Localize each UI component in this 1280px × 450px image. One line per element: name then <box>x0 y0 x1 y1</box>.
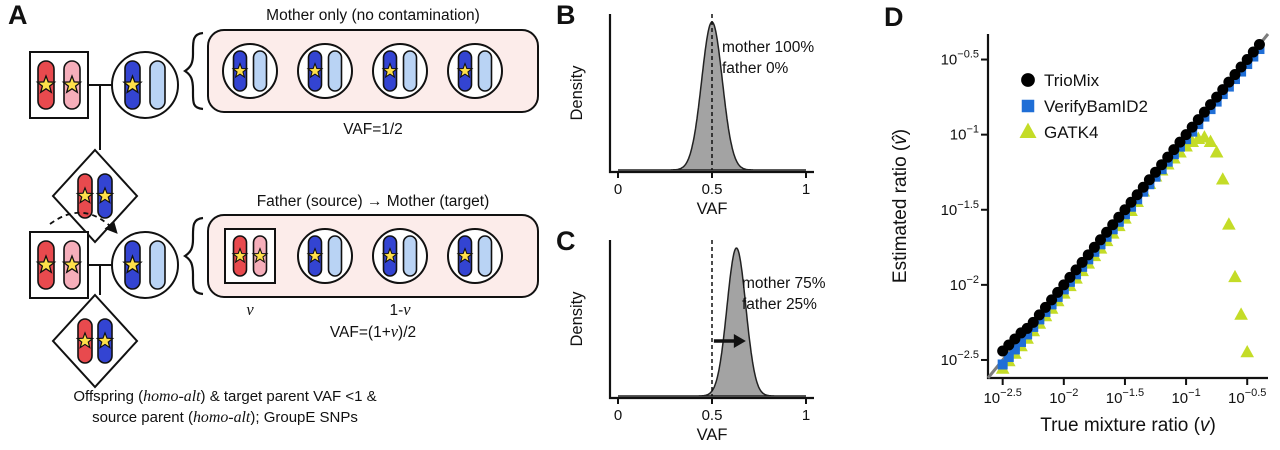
svg-text:1: 1 <box>802 181 810 198</box>
annotation: mother 100% <box>722 39 814 56</box>
mother-cell-icon <box>448 229 502 283</box>
shift-arrowhead-icon <box>733 334 746 348</box>
panel-a-caption-line2: source parent (homo-alt); GroupE SNPs <box>92 409 358 426</box>
legend: TrioMix VerifyBamID2 GATK4 <box>1019 71 1148 142</box>
vaf-formula-1: VAF=1/2 <box>343 121 403 138</box>
offspring-symbol <box>53 150 137 242</box>
y-ticks: 10−0.5 10−1 10−1.5 10−2 10−2.5 <box>941 49 988 369</box>
y-axis-title: Density <box>568 291 586 347</box>
svg-text:10−0.5: 10−0.5 <box>1228 387 1266 407</box>
offspring-symbol <box>53 295 137 387</box>
svg-text:10−0.5: 10−0.5 <box>941 49 979 69</box>
svg-text:0.5: 0.5 <box>702 407 723 424</box>
panel-d-label: D <box>884 2 904 32</box>
brace-icon <box>183 216 204 296</box>
x-ticks: 0 0.5 1 <box>614 398 810 424</box>
mother-symbol <box>112 52 178 118</box>
panel-d-scatter-plot: 10−2.5 10−2 10−1.5 10−1 10−0.5 10−0.5 10−1 10−1… <box>890 33 1270 436</box>
x-ticks: 10−2.5 10−2 10−1.5 10−1 10−0.5 <box>983 378 1266 407</box>
v-fraction-label: v <box>246 300 254 319</box>
x-ticks: 0 0.5 1 <box>614 172 810 198</box>
annotation: father 25% <box>742 296 817 313</box>
svg-text:10−1: 10−1 <box>1171 387 1200 407</box>
father-symbol <box>30 52 88 118</box>
legend-label: TrioMix <box>1044 71 1100 90</box>
legend-label: VerifyBamID2 <box>1044 97 1148 116</box>
mother-cell-icon <box>298 44 352 98</box>
father-symbol <box>30 232 88 298</box>
mother-cell-icon <box>298 229 352 283</box>
y-axis-title: Estimated ratio (v̂) <box>890 129 911 283</box>
mother-cell-icon <box>373 229 427 283</box>
mother-cell-icon <box>448 44 502 98</box>
panel-a-caption-line1: Offspring (homo-alt) & target parent VAF… <box>73 388 377 405</box>
y-axis-title: Density <box>568 65 586 121</box>
x-axis-title: True mixture ratio (v) <box>1040 415 1216 436</box>
legend-label: GATK4 <box>1044 123 1098 142</box>
vaf-formula-2: VAF=(1+v)/2 <box>329 322 417 341</box>
series-GATK4 <box>995 130 1255 374</box>
axes <box>608 240 814 400</box>
annotation: mother 75% <box>742 275 826 292</box>
box1-title: Mother only (no contamination) <box>266 7 480 24</box>
panel-c-label: C <box>556 226 576 256</box>
contamination-arrow-icon <box>49 211 118 234</box>
brace-icon <box>183 31 204 111</box>
svg-text:10−1: 10−1 <box>950 124 979 144</box>
one-minus-v-label: 1-v <box>389 300 411 319</box>
mother-cell-icon <box>373 44 427 98</box>
series-TrioMix <box>997 39 1265 357</box>
svg-text:10−2: 10−2 <box>1049 387 1078 407</box>
panel-a-label: A <box>8 0 28 30</box>
svg-text:10−2: 10−2 <box>950 274 979 294</box>
axes <box>608 14 814 174</box>
svg-text:0: 0 <box>614 181 622 198</box>
mother-symbol <box>112 232 178 298</box>
svg-text:10−1.5: 10−1.5 <box>941 199 979 219</box>
father-cell-icon <box>225 229 275 283</box>
panel-b-label: B <box>556 0 576 30</box>
mother-cell-icon <box>223 44 277 98</box>
x-axis-title: VAF <box>697 200 728 218</box>
annotation: father 0% <box>722 60 789 77</box>
box2-title: Father (source) → Mother (target) <box>256 193 490 210</box>
svg-text:0.5: 0.5 <box>702 181 723 198</box>
svg-text:10−2.5: 10−2.5 <box>941 349 979 369</box>
svg-text:10−1.5: 10−1.5 <box>1106 387 1144 407</box>
svg-text:1: 1 <box>802 407 810 424</box>
panel-a-diagram <box>0 29 539 450</box>
x-axis-title: VAF <box>697 426 728 444</box>
svg-text:0: 0 <box>614 407 622 424</box>
svg-text:10−2.5: 10−2.5 <box>983 387 1021 407</box>
